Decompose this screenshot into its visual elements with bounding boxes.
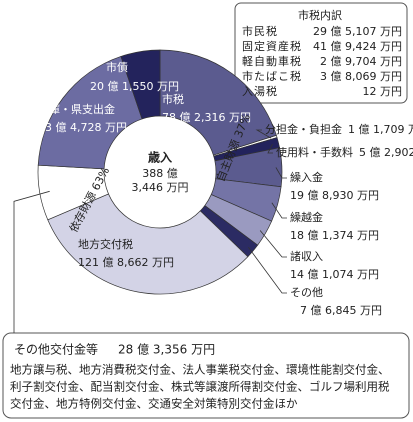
note-line: 利子割交付金、配当割交付金、株式等譲渡所得割交付金、ゴルフ場利用税 xyxy=(10,380,390,394)
pie-slice xyxy=(159,49,277,156)
pie-slice xyxy=(120,49,161,120)
leader-line xyxy=(13,190,50,333)
total-title: 歳入 xyxy=(148,150,172,165)
slice-name: 繰越金 xyxy=(290,210,323,224)
breakdown-name: 固定資産税 xyxy=(242,39,302,53)
slice-name: 分担金・負担金 xyxy=(265,122,342,136)
breakdown-name: 入湯税 xyxy=(242,84,278,98)
slice-name: 地方交付税 xyxy=(78,237,133,251)
slice-value: 20 億 1,550 万円 xyxy=(90,80,179,93)
slice-value: 1 億 1,709 万円 xyxy=(348,123,413,136)
breakdown-name: 軽自動車税 xyxy=(242,54,302,68)
note-line: 交付金、地方特例交付金、交通安全対策特別交付金ほか xyxy=(10,397,298,411)
slice-value: 19 億 8,930 万円 xyxy=(290,189,379,202)
breakdown-name: 市民税 xyxy=(242,24,278,38)
breakdown-value: 41 億 9,424 万円 xyxy=(313,40,402,53)
note-line: 地方譲与税、地方消費税交付金、法人事業税交付金、環境性能割交付金、 xyxy=(10,363,390,377)
note-box xyxy=(2,332,410,419)
breakdown-value: 3 億 8,069 万円 xyxy=(320,70,402,83)
total-value: 388 億 xyxy=(142,167,178,180)
slice-value: 5 億 2,902 万円 xyxy=(359,146,413,159)
breakdown-name: 市たばこ税 xyxy=(242,69,302,83)
leader-line xyxy=(259,230,287,258)
breakdown-title: 市税内訳 xyxy=(298,8,342,22)
slice-name: 使用料・手数料 xyxy=(276,145,353,159)
slice-value: 7 億 6,845 万円 xyxy=(300,304,382,317)
slice-value: 18 億 1,374 万円 xyxy=(290,229,379,242)
slice-name: 諸収入 xyxy=(290,249,323,263)
leader-line xyxy=(271,202,287,219)
slice-value: 78 億 2,316 万円 xyxy=(162,111,251,124)
slice-label: 分担金・負担金 1 億 1,709 万円 xyxy=(265,122,413,136)
breakdown-value: 2 億 9,704 万円 xyxy=(320,55,402,68)
slice-value: 121 億 8,662 万円 xyxy=(78,256,174,269)
slice-name: 市税 xyxy=(162,92,184,106)
slice-name: 国庫・県支出金 xyxy=(38,102,115,116)
breakdown-box xyxy=(234,2,408,104)
leader-line xyxy=(267,143,273,154)
pie-slice xyxy=(47,193,249,295)
slice-name: 繰入金 xyxy=(290,170,323,184)
leader-line xyxy=(255,129,272,139)
slice-value: 73 億 4,728 万円 xyxy=(38,121,127,134)
slice-label: 使用料・手数料 5 億 2,902 万円 xyxy=(276,145,413,159)
pie-slice xyxy=(37,55,143,170)
slice-value: 14 億 1,074 万円 xyxy=(290,268,379,281)
note-name: その他交付金等 xyxy=(14,342,98,357)
note-value: 28 億 3,356 万円 xyxy=(118,343,215,357)
slice-name: その他 xyxy=(290,286,323,299)
slice-name: 市債 xyxy=(106,60,128,74)
breakdown-value: 29 億 5,107 万円 xyxy=(313,25,402,38)
leader-line xyxy=(248,246,287,294)
breakdown-value: 12 万円 xyxy=(363,85,403,98)
leader-line xyxy=(275,167,287,179)
total-value: 3,446 万円 xyxy=(132,181,189,194)
